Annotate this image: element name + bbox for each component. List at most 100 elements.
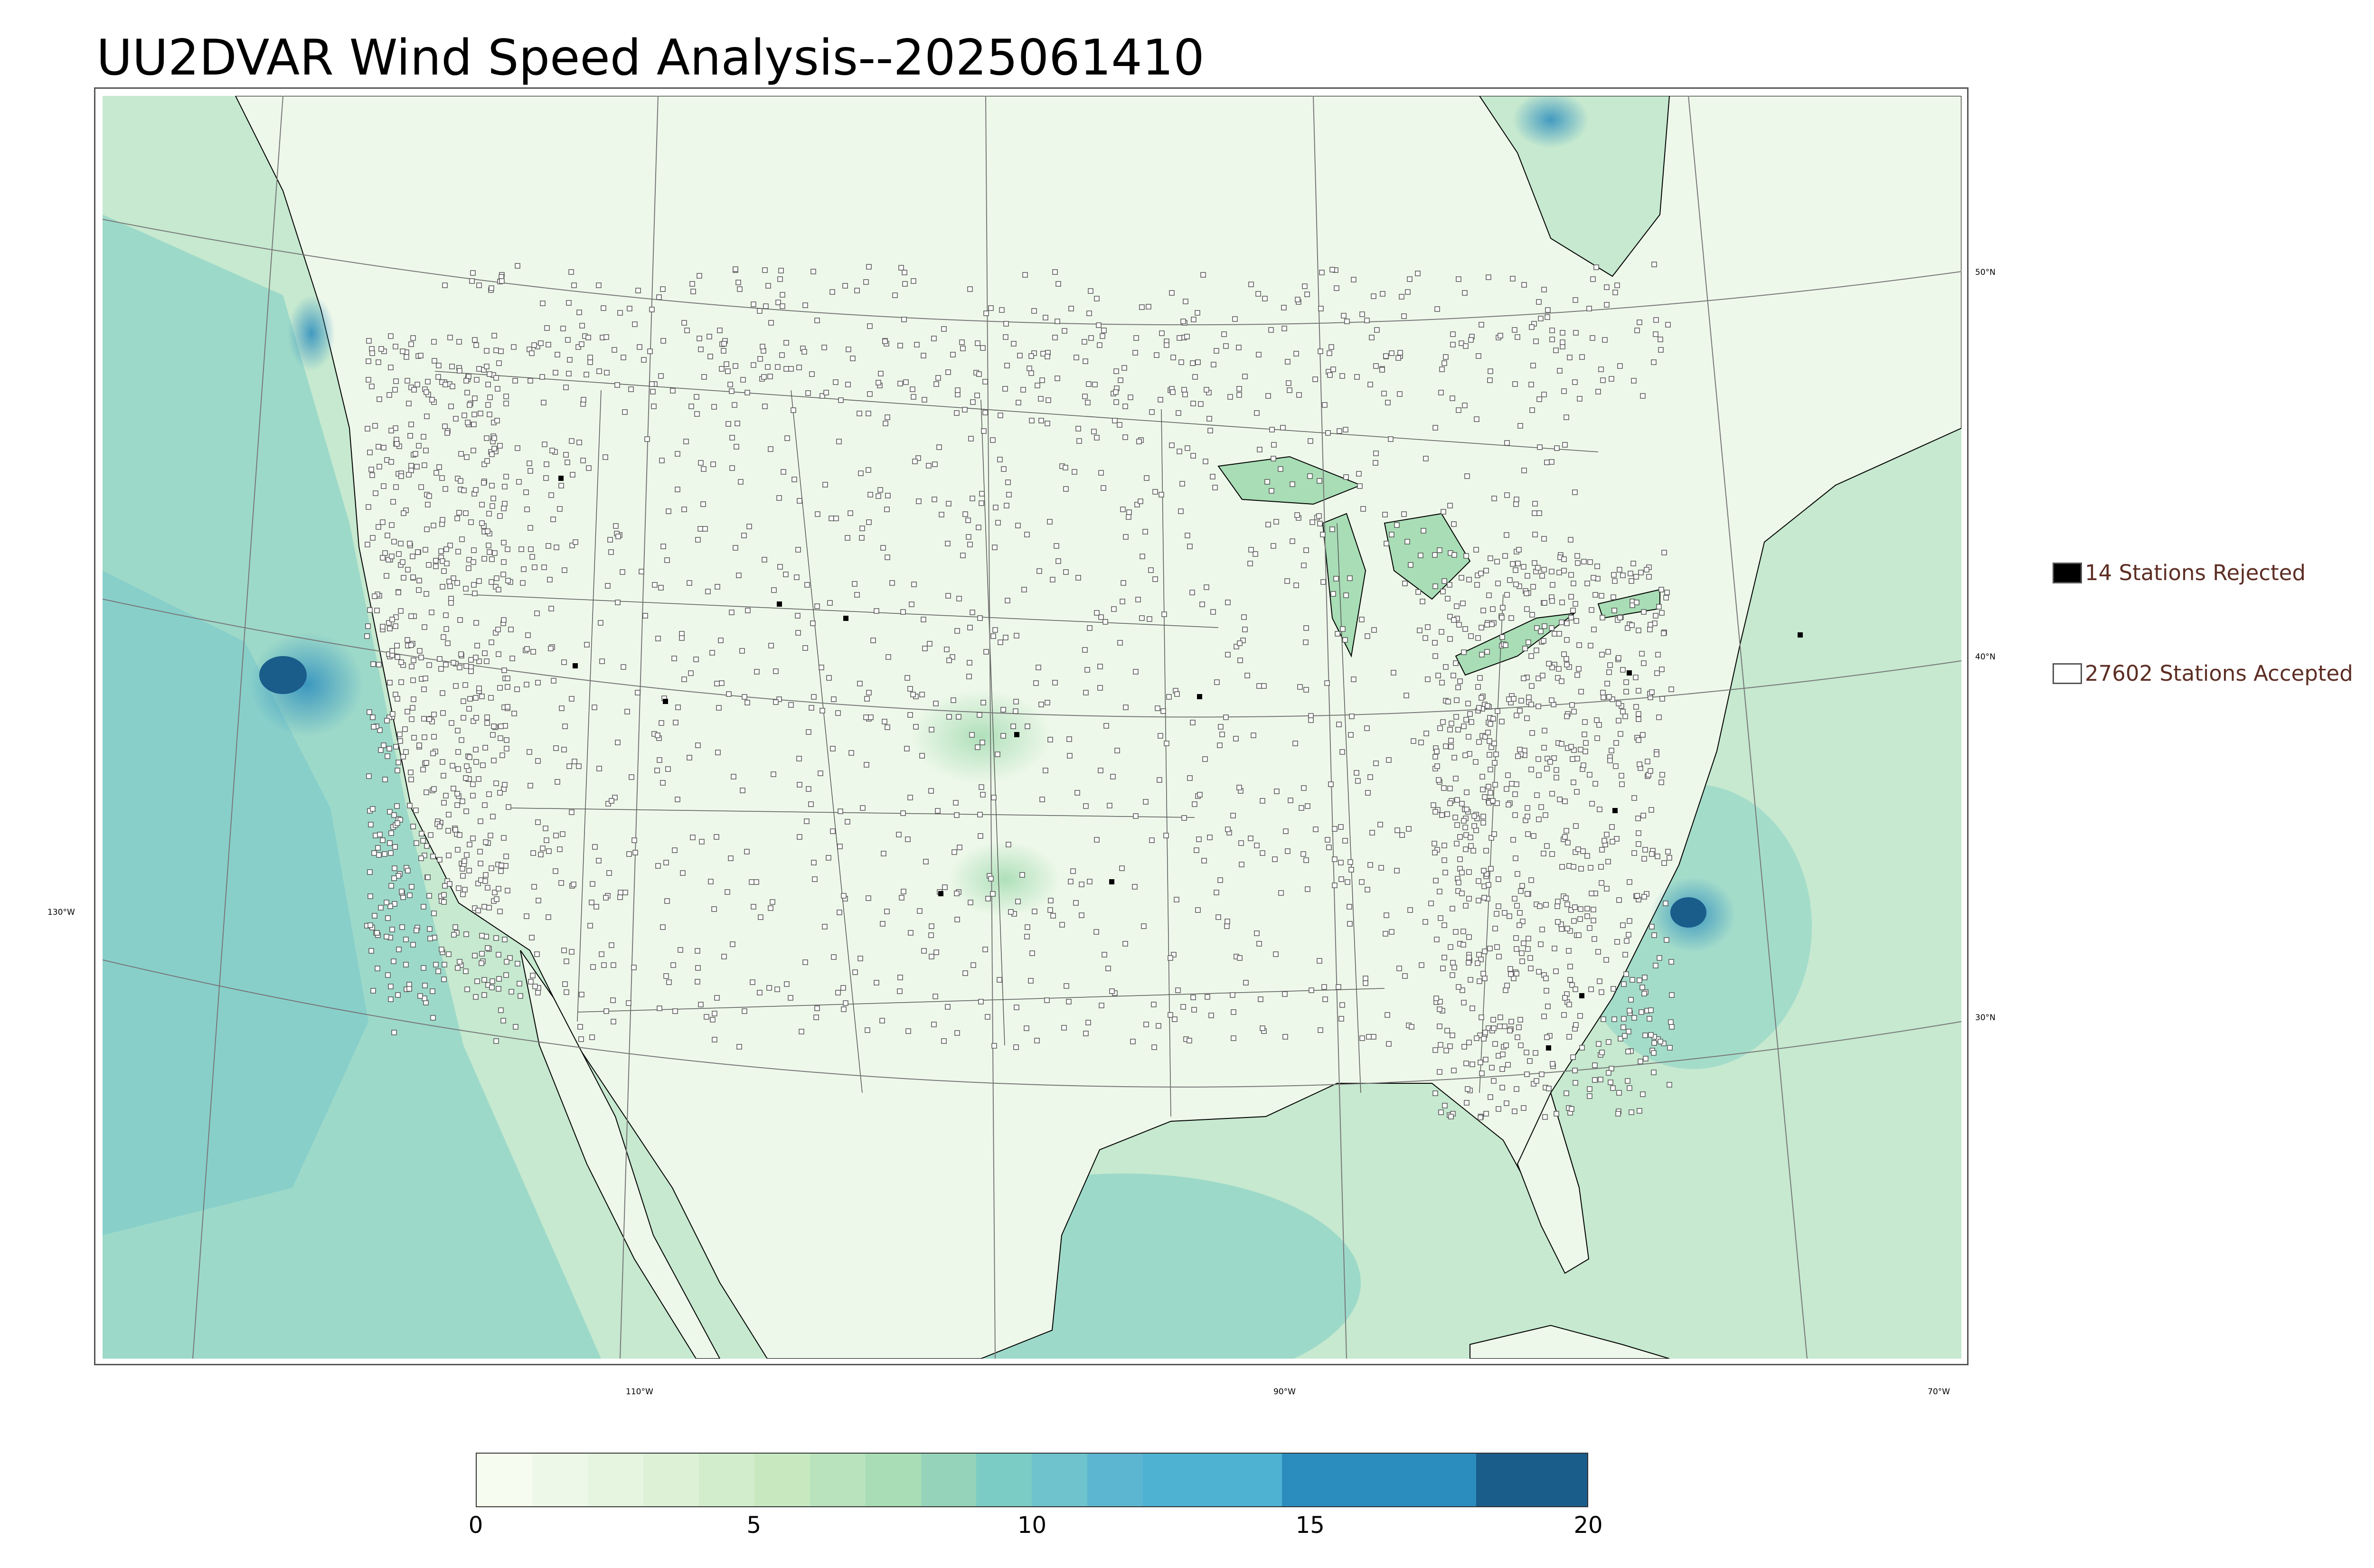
station-accepted-marker: [659, 720, 664, 726]
station-accepted-marker: [1554, 903, 1560, 909]
station-accepted-marker: [905, 836, 911, 842]
station-accepted-marker: [1039, 797, 1045, 802]
station-accepted-marker: [1480, 971, 1486, 976]
pacific-wind-band: [103, 215, 601, 1359]
station-accepted-marker: [1612, 290, 1618, 295]
station-accepted-marker: [1636, 711, 1641, 717]
station-accepted-marker: [1456, 880, 1461, 885]
station-accepted-marker: [1616, 718, 1621, 723]
station-accepted-marker: [403, 749, 409, 755]
station-accepted-marker: [532, 564, 537, 570]
station-accepted-marker: [422, 853, 427, 858]
station-accepted-marker: [1521, 676, 1526, 681]
station-accepted-marker: [1126, 509, 1132, 515]
station-accepted-marker: [1236, 785, 1242, 790]
station-accepted-marker: [1482, 976, 1488, 981]
station-accepted-marker: [1478, 1115, 1483, 1120]
station-accepted-marker: [1629, 578, 1634, 584]
station-accepted-marker: [555, 352, 560, 357]
station-accepted-marker: [1466, 577, 1472, 582]
station-accepted-marker: [1234, 644, 1239, 649]
station-accepted-marker: [1566, 948, 1572, 954]
station-accepted-marker: [975, 744, 980, 750]
station-accepted-marker: [524, 507, 530, 512]
station-accepted-marker: [1517, 922, 1522, 928]
station-accepted-marker: [1231, 1035, 1236, 1041]
station-accepted-marker: [857, 956, 863, 961]
station-accepted-marker: [1437, 725, 1443, 731]
station-accepted-marker: [1460, 929, 1466, 934]
station-accepted-marker: [407, 803, 413, 808]
station-accepted-marker: [498, 348, 504, 354]
map-frame[interactable]: [94, 87, 1969, 1365]
wind-speed-map[interactable]: [103, 96, 1961, 1359]
station-accepted-marker: [384, 573, 389, 579]
station-accepted-marker: [1438, 1109, 1444, 1115]
station-accepted-marker: [826, 855, 831, 861]
station-accepted-marker: [1285, 359, 1291, 365]
station-accepted-marker: [376, 852, 382, 858]
station-accepted-marker: [579, 341, 584, 347]
station-accepted-marker: [576, 763, 582, 769]
station-accepted-marker: [1178, 508, 1184, 514]
station-accepted-marker: [473, 620, 479, 626]
station-accepted-marker: [392, 865, 397, 871]
station-accepted-marker: [1566, 1002, 1572, 1007]
station-accepted-marker: [1297, 684, 1303, 690]
station-accepted-marker: [1385, 400, 1391, 405]
station-accepted-marker: [1658, 587, 1664, 592]
legend-rejected: 14 Stations Rejected: [2053, 560, 2306, 585]
station-accepted-marker: [1607, 758, 1613, 763]
station-accepted-marker: [493, 375, 499, 381]
station-accepted-marker: [1462, 752, 1468, 758]
station-accepted-marker: [1540, 673, 1545, 678]
station-accepted-marker: [1359, 617, 1365, 622]
station-accepted-marker: [1204, 584, 1209, 590]
station-accepted-marker: [1518, 1042, 1524, 1048]
station-accepted-marker: [384, 900, 389, 905]
station-accepted-marker: [368, 948, 374, 954]
station-accepted-marker: [1151, 1002, 1157, 1007]
station-accepted-marker: [1604, 832, 1610, 837]
lon-label-110w: 110°W: [626, 1387, 653, 1397]
station-accepted-marker: [733, 545, 738, 551]
station-accepted-marker: [503, 394, 509, 399]
station-accepted-marker: [1455, 685, 1461, 690]
station-accepted-marker: [564, 989, 569, 995]
station-accepted-marker: [1450, 331, 1456, 337]
station-accepted-marker: [1658, 337, 1663, 342]
station-accepted-marker: [995, 520, 1001, 526]
station-accepted-marker: [1513, 567, 1518, 573]
station-accepted-marker: [1536, 510, 1542, 516]
station-accepted-marker: [587, 923, 593, 929]
station-accepted-marker: [472, 591, 478, 596]
station-accepted-marker: [462, 887, 468, 892]
station-accepted-marker: [1415, 271, 1421, 276]
station-accepted-marker: [476, 366, 482, 372]
station-accepted-marker: [1091, 429, 1097, 434]
station-accepted-marker: [370, 535, 376, 541]
station-accepted-marker: [992, 545, 998, 550]
station-accepted-marker: [1499, 1085, 1505, 1090]
station-accepted-marker: [454, 802, 460, 808]
station-accepted-marker: [468, 657, 474, 663]
station-accepted-marker: [1668, 959, 1674, 965]
station-accepted-marker: [1637, 761, 1642, 767]
station-accepted-marker: [558, 880, 564, 886]
station-accepted-marker: [729, 610, 735, 615]
station-accepted-marker: [1395, 355, 1401, 361]
legend-accepted: 27602 Stations Accepted: [2053, 661, 2353, 686]
station-accepted-marker: [1301, 563, 1307, 568]
station-accepted-marker: [397, 738, 403, 744]
station-accepted-marker: [736, 573, 742, 578]
station-accepted-marker: [1641, 609, 1647, 615]
station-accepted-marker: [1479, 322, 1484, 328]
station-accepted-marker: [939, 512, 944, 517]
station-accepted-marker: [395, 654, 400, 660]
station-accepted-marker: [802, 959, 808, 965]
station-accepted-marker: [386, 746, 392, 751]
station-accepted-marker: [1190, 360, 1196, 366]
station-accepted-marker: [1437, 1069, 1442, 1075]
station-accepted-marker: [1122, 404, 1128, 409]
station-accepted-marker: [557, 846, 563, 852]
